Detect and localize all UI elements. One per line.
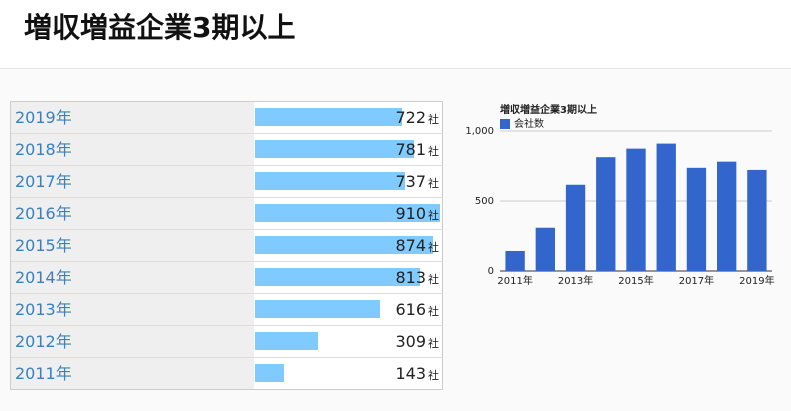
- x-tick-label: 2015年: [618, 274, 653, 287]
- table-row: 2014年 813 社: [11, 262, 442, 294]
- year-label: 2013年: [11, 294, 254, 325]
- table: 2019年 722 社 2018年 781 社 2017年 737 社 2016年 910 社 2015…: [10, 101, 443, 390]
- bar: [686, 167, 707, 271]
- year-label: 2019年: [11, 102, 254, 133]
- value-bar: [255, 364, 285, 382]
- year-label: 2012年: [11, 326, 254, 357]
- table-row: 2018年 781 社: [11, 134, 442, 166]
- bar: [535, 227, 556, 271]
- unit-label: 社: [428, 369, 439, 382]
- value-label: 722: [395, 108, 426, 127]
- table-row: 2012年 309 社: [11, 326, 442, 358]
- table-row: 2019年 722 社: [11, 102, 442, 134]
- unit-label: 社: [428, 145, 439, 158]
- table-row: 2015年 874 社: [11, 230, 442, 262]
- value-label: 309: [395, 332, 426, 351]
- value-bar: [255, 236, 433, 254]
- unit-label: 社: [428, 177, 439, 190]
- bar: [716, 161, 737, 271]
- chart: 増収増益企業3期以上 会社数 0 500 1,000 2011年 2013年 2015年 20…: [465, 103, 774, 287]
- year-label: 2018年: [11, 134, 254, 165]
- value-label: 616: [395, 300, 426, 319]
- year-label: 2017年: [11, 166, 254, 197]
- y-tick-label: 0: [488, 266, 494, 277]
- unit-label: 社: [428, 305, 439, 318]
- x-tick-label: 2011年: [497, 274, 532, 287]
- header: 増収増益企業3期以上: [0, 0, 791, 69]
- unit-label: 社: [428, 209, 439, 222]
- value-bar: [255, 332, 318, 350]
- bar: [596, 157, 616, 271]
- legend-label: 会社数: [514, 117, 544, 130]
- year-label: 2015年: [11, 230, 254, 261]
- value-bar: [255, 140, 414, 158]
- table-row: 2011年 143 社: [11, 358, 442, 389]
- x-tick-label: 2017年: [679, 274, 714, 287]
- unit-label: 社: [428, 337, 439, 350]
- value-label: 813: [395, 268, 426, 287]
- year-label: 2011年: [11, 358, 254, 389]
- unit-label: 社: [428, 273, 439, 286]
- unit-label: 社: [428, 241, 439, 254]
- value-bar: [255, 108, 402, 126]
- table-row: 2017年 737 社: [11, 166, 442, 198]
- table-row: 2016年 910 社: [11, 198, 442, 230]
- value-bar: [255, 172, 405, 190]
- legend-swatch: [500, 119, 510, 129]
- x-tick-label: 2013年: [558, 274, 593, 287]
- value-bar: [255, 204, 440, 222]
- bar: [505, 250, 525, 271]
- x-tick-label: 2019年: [739, 274, 774, 287]
- y-tick-label: 1,000: [465, 126, 494, 137]
- value-bar: [255, 300, 381, 318]
- value-bar: [255, 268, 421, 286]
- bar: [747, 169, 767, 271]
- value-label: 874: [395, 236, 426, 255]
- value-label: 737: [395, 172, 426, 191]
- chart-title: 増収増益企業3期以上: [500, 103, 597, 116]
- bar: [565, 184, 586, 271]
- year-label: 2016年: [11, 198, 254, 229]
- bar: [626, 148, 646, 271]
- value-label: 143: [395, 364, 426, 383]
- value-label: 910: [395, 204, 426, 223]
- table-row: 2013年 616 社: [11, 294, 442, 326]
- bar: [656, 143, 676, 271]
- page-title: 増収増益企業3期以上: [24, 11, 296, 44]
- y-tick-label: 500: [475, 196, 494, 207]
- unit-label: 社: [428, 113, 439, 126]
- year-label: 2014年: [11, 262, 254, 293]
- value-label: 781: [395, 140, 426, 159]
